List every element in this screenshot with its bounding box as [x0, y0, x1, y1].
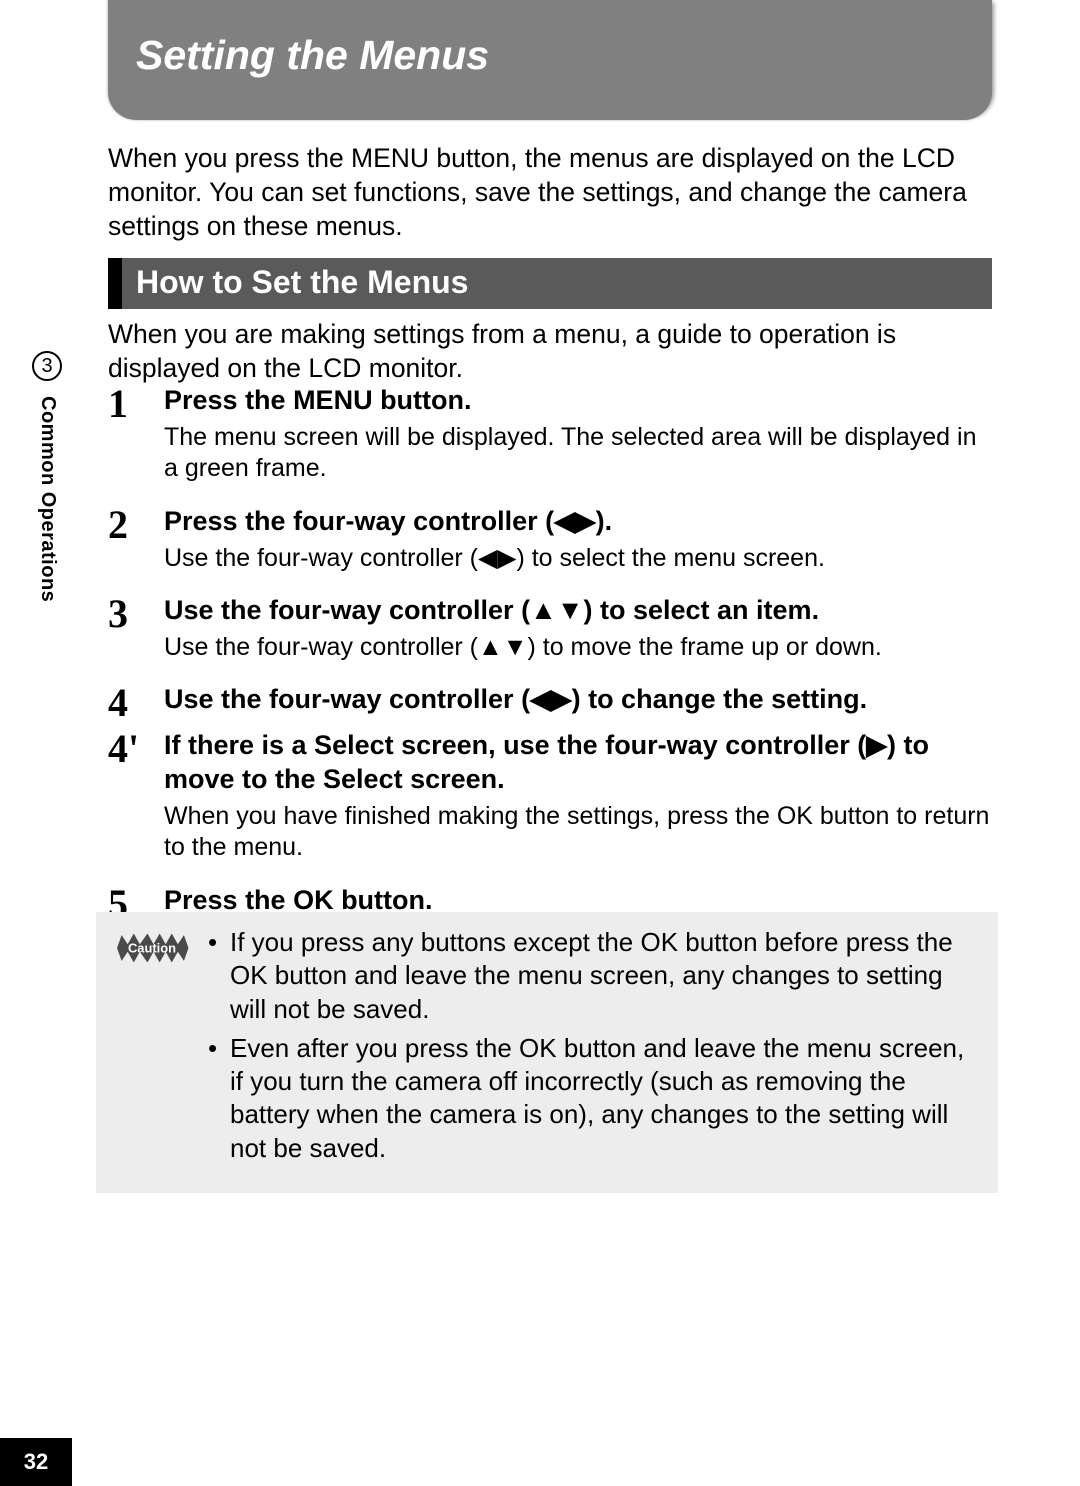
- caution-icon: Caution: [114, 926, 190, 1171]
- step-item: 2 Press the four-way controller (◀▶). Us…: [108, 505, 992, 588]
- step-body: If there is a Select screen, use the fou…: [164, 729, 992, 878]
- section-intro: When you are making settings from a menu…: [108, 318, 992, 386]
- step-title: Press the MENU button.: [164, 384, 992, 418]
- step-description: The menu screen will be displayed. The s…: [164, 422, 992, 485]
- step-item: 1 Press the MENU button. The menu screen…: [108, 384, 992, 499]
- page-title: Setting the Menus: [136, 32, 489, 78]
- step-body: Use the four-way controller (▲▼) to sele…: [164, 594, 992, 677]
- page-number: 32: [0, 1438, 72, 1486]
- step-item: 3 Use the four-way controller (▲▼) to se…: [108, 594, 992, 677]
- step-title: Use the four-way controller (◀▶) to chan…: [164, 683, 992, 717]
- step-title: Press the four-way controller (◀▶).: [164, 505, 992, 539]
- step-title: If there is a Select screen, use the fou…: [164, 729, 992, 797]
- step-number: 4': [108, 729, 164, 878]
- step-number: 1: [108, 384, 164, 499]
- caution-list: • If you press any buttons except the OK…: [208, 926, 980, 1171]
- chapter-number-badge: 3: [32, 351, 62, 381]
- step-description: Use the four-way controller (◀▶) to sele…: [164, 543, 992, 575]
- step-number: 4: [108, 683, 164, 723]
- step-item: 4 Use the four-way controller (◀▶) to ch…: [108, 683, 992, 723]
- caution-box: Caution • If you press any buttons excep…: [96, 912, 998, 1193]
- step-description: Use the four-way controller (▲▼) to move…: [164, 632, 992, 664]
- page-title-tab: Setting the Menus: [108, 0, 992, 120]
- bullet-icon: •: [208, 1032, 230, 1165]
- step-number: 3: [108, 594, 164, 677]
- caution-item: • If you press any buttons except the OK…: [208, 926, 980, 1026]
- bullet-icon: •: [208, 926, 230, 1026]
- step-number: 2: [108, 505, 164, 588]
- step-description: When you have finished making the settin…: [164, 801, 992, 864]
- chapter-label: Common Operations: [36, 396, 59, 602]
- manual-page: Setting the Menus When you press the MEN…: [0, 0, 1080, 1486]
- step-body: Press the MENU button. The menu screen w…: [164, 384, 992, 499]
- caution-label: Caution: [128, 941, 176, 956]
- step-title: Use the four-way controller (▲▼) to sele…: [164, 594, 992, 628]
- step-body: Press the four-way controller (◀▶). Use …: [164, 505, 992, 588]
- caution-text: If you press any buttons except the OK b…: [230, 926, 980, 1026]
- caution-item: • Even after you press the OK button and…: [208, 1032, 980, 1165]
- caution-text: Even after you press the OK button and l…: [230, 1032, 980, 1165]
- step-body: Use the four-way controller (◀▶) to chan…: [164, 683, 992, 723]
- section-heading: How to Set the Menus: [108, 258, 992, 309]
- intro-paragraph: When you press the MENU button, the menu…: [108, 142, 992, 244]
- step-item: 4' If there is a Select screen, use the …: [108, 729, 992, 878]
